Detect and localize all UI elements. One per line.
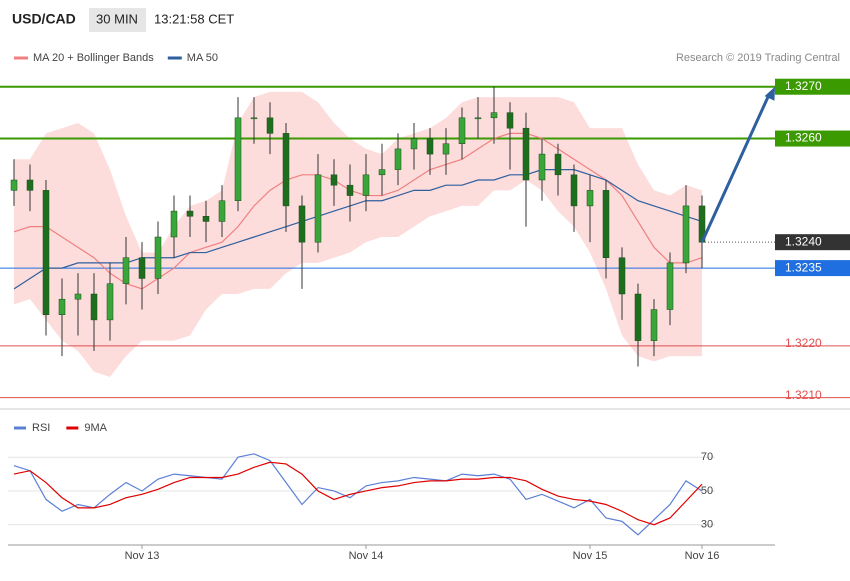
- candle-body: [234, 117, 242, 201]
- level-label: 1.3260: [785, 131, 822, 145]
- timeframe: 30 MIN: [96, 11, 138, 26]
- level-label: 1.3210: [785, 388, 822, 402]
- timeframe-box: [89, 8, 146, 32]
- candle-body: [298, 205, 306, 243]
- indicator-line: [13, 461, 703, 526]
- time: 13:21:58 CET: [154, 11, 234, 26]
- level-label-box: [775, 234, 850, 251]
- candle-body: [442, 143, 450, 155]
- x-tick-label: Nov 14: [349, 550, 384, 562]
- candle-body: [122, 257, 130, 284]
- candle-body: [490, 112, 498, 119]
- symbol: USD/CAD: [12, 11, 76, 27]
- candle-body: [394, 148, 402, 170]
- candle-body: [154, 236, 162, 279]
- candle-body: [410, 138, 418, 150]
- x-tick-label: Nov 15: [573, 550, 608, 562]
- copyright: Research © 2019 Trading Central: [676, 52, 840, 64]
- candle-body: [26, 179, 34, 191]
- target-arrow: [700, 94, 771, 243]
- candle-body: [634, 293, 642, 341]
- y-tick-label: 70: [701, 451, 713, 463]
- candle-body: [650, 309, 658, 341]
- level-label: 1.3270: [785, 79, 822, 93]
- candle-body: [554, 153, 562, 176]
- level-label-box: [775, 260, 850, 277]
- candle-body: [618, 257, 626, 295]
- level-label: 1.3220: [785, 336, 822, 350]
- x-tick-label: Nov 13: [125, 550, 160, 562]
- candle-body: [538, 153, 546, 181]
- x-tick-label: Nov 16: [685, 550, 720, 562]
- candle-body: [10, 179, 18, 191]
- y-tick-label: 50: [701, 485, 713, 497]
- level-label: 1.3235: [785, 260, 822, 274]
- candle-body: [90, 293, 98, 321]
- candle-body: [602, 190, 610, 258]
- level-label: 1.3240: [785, 234, 822, 248]
- level-label-box: [775, 130, 850, 147]
- candle-body: [186, 210, 194, 217]
- legend-label: RSI: [32, 422, 50, 434]
- candle-body: [522, 127, 530, 181]
- candle-body: [58, 298, 66, 315]
- legend-label: MA 20 + Bollinger Bands: [33, 52, 154, 64]
- candle-body: [218, 200, 226, 222]
- candle-body: [362, 174, 370, 196]
- candle-body: [474, 117, 482, 120]
- candle-body: [202, 216, 210, 222]
- candle-body: [42, 190, 50, 315]
- candle-body: [266, 117, 274, 134]
- candle-body: [250, 117, 258, 120]
- candle-body: [570, 174, 578, 207]
- candle-body: [74, 293, 82, 300]
- candle-body: [314, 174, 322, 243]
- bollinger-band: [14, 91, 702, 377]
- candle-body: [346, 184, 354, 196]
- level-label-box: [775, 78, 850, 95]
- candle-body: [666, 262, 674, 310]
- moving-average: [13, 132, 703, 290]
- candle-body: [330, 174, 338, 186]
- candle-body: [458, 117, 466, 144]
- candle-body: [506, 112, 514, 129]
- arrow-head: [764, 86, 775, 101]
- candle-body: [426, 138, 434, 155]
- candle-body: [106, 283, 114, 321]
- legend-label: 9MA: [84, 422, 107, 434]
- candle-body: [378, 169, 386, 176]
- candle-body: [138, 257, 146, 279]
- legend-label: MA 50: [187, 52, 218, 64]
- candle-body: [170, 210, 178, 238]
- y-tick-label: 30: [701, 519, 713, 531]
- candle-body: [282, 133, 290, 207]
- candle-body: [586, 190, 594, 207]
- candle-body: [682, 205, 690, 264]
